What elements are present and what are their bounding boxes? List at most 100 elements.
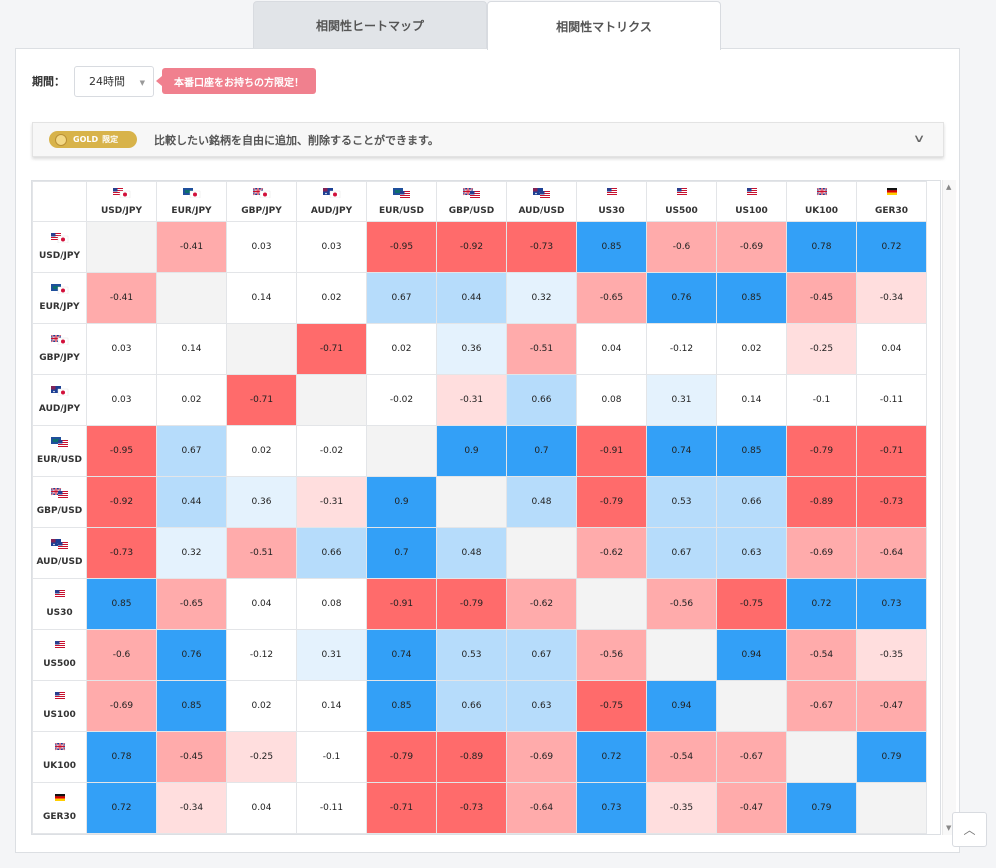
- correlation-cell: -0.79: [576, 476, 647, 528]
- column-header-label: USD/JPY: [100, 205, 142, 216]
- correlation-cell: 0.73: [576, 782, 647, 834]
- correlation-cell: 0.72: [786, 578, 857, 630]
- column-header-us30: US30: [576, 181, 647, 222]
- correlation-cell: 0.66: [296, 527, 367, 579]
- gold-badge: GOLD 限定: [49, 131, 137, 148]
- correlation-cell: -0.73: [436, 782, 507, 834]
- flag-icon: [322, 187, 341, 199]
- column-header-ger30: GER30: [856, 181, 927, 222]
- correlation-cell: 0.31: [646, 374, 717, 426]
- correlation-cell: -0.92: [86, 476, 157, 528]
- flag-icon: [50, 539, 69, 550]
- correlation-cell: -0.71: [226, 374, 297, 426]
- correlation-cell: 0.31: [296, 629, 367, 681]
- correlation-cell: 0.67: [366, 272, 437, 324]
- correlation-cell: -0.6: [646, 221, 717, 273]
- correlation-cell: 0.53: [436, 629, 507, 681]
- correlation-cell: -0.41: [156, 221, 227, 273]
- correlation-cell: 0.76: [156, 629, 227, 681]
- correlation-cell: -0.34: [856, 272, 927, 324]
- correlation-cell: 0.67: [506, 629, 577, 681]
- correlation-cell: 0.02: [156, 374, 227, 426]
- correlation-cell: -0.56: [646, 578, 717, 630]
- correlation-cell: -0.25: [226, 731, 297, 783]
- correlation-cell: -0.62: [506, 578, 577, 630]
- row-header-label: EUR/JPY: [39, 302, 80, 312]
- matrix-scrollbar[interactable]: ▲ ▼: [942, 180, 956, 835]
- scroll-down-icon[interactable]: ▼: [946, 824, 952, 832]
- back-to-top-button[interactable]: ︿: [952, 812, 987, 847]
- correlation-cell: -0.73: [86, 527, 157, 579]
- flag-icon: [54, 590, 66, 601]
- gold-feature-bar[interactable]: GOLD 限定 比較したい銘柄を自由に追加、削除することができます。 ∨: [32, 122, 944, 157]
- flag-icon: [392, 187, 411, 199]
- tab-heatmap[interactable]: 相関性ヒートマップ: [253, 1, 487, 49]
- correlation-cell: 0.78: [86, 731, 157, 783]
- column-header-label: GER30: [875, 205, 908, 216]
- correlation-cell: [786, 731, 857, 783]
- correlation-cell: -0.71: [856, 425, 927, 477]
- table-row: US500 -0.6 0.76 -0.12 0.31 0.74 0.53 0.67 -0.56 0…: [32, 629, 927, 681]
- column-header-label: EUR/USD: [379, 205, 424, 216]
- correlation-cell: -0.89: [436, 731, 507, 783]
- row-header-usd-jpy: USD/JPY: [32, 221, 87, 273]
- correlation-cell: -0.79: [786, 425, 857, 477]
- correlation-cell: 0.32: [156, 527, 227, 579]
- correlation-cell: -0.47: [856, 680, 927, 732]
- correlation-cell: 0.14: [156, 323, 227, 375]
- correlation-cell: 0.03: [226, 221, 297, 273]
- scroll-up-icon[interactable]: ▲: [946, 183, 952, 191]
- flag-icon: [50, 488, 69, 499]
- column-header-aud-usd: AUD/USD: [506, 181, 577, 222]
- period-select[interactable]: 24時間 ▼: [74, 65, 154, 97]
- correlation-cell: -0.41: [86, 272, 157, 324]
- flag-icon: [50, 437, 69, 448]
- period-row: 期間： 24時間 ▼ 本番口座をお持ちの方限定！: [32, 65, 316, 97]
- correlation-cell: -0.45: [156, 731, 227, 783]
- row-header-label: AUD/USD: [36, 557, 83, 567]
- row-header-label: US30: [46, 608, 73, 618]
- row-header-eur-jpy: EUR/JPY: [32, 272, 87, 324]
- correlation-cell: [156, 272, 227, 324]
- column-header-label: US500: [665, 205, 698, 216]
- flag-icon: [112, 187, 131, 199]
- correlation-cell: 0.08: [576, 374, 647, 426]
- correlation-cell: -0.95: [366, 221, 437, 273]
- correlation-cell: -0.89: [786, 476, 857, 528]
- correlation-cell: -0.47: [716, 782, 787, 834]
- column-header-label: UK100: [804, 205, 839, 216]
- flag-icon: [606, 187, 618, 199]
- correlation-matrix: USD/JPY EUR/JPY GBP/JPY AUD/JPY EUR/USD GBP/U…: [31, 180, 941, 835]
- correlation-cell: -0.1: [786, 374, 857, 426]
- tab-matrix[interactable]: 相関性マトリクス: [487, 1, 721, 50]
- correlation-cell: -0.02: [296, 425, 367, 477]
- column-header-label: EUR/JPY: [171, 205, 212, 216]
- correlation-cell: -0.62: [576, 527, 647, 579]
- period-select-value: 24時間: [89, 75, 125, 88]
- correlation-cell: [86, 221, 157, 273]
- table-row: AUD/JPY 0.03 0.02 -0.71 -0.02 -0.31 0.66 0.08 0.…: [32, 374, 927, 426]
- correlation-cell: 0.04: [226, 782, 297, 834]
- column-header-label: GBP/USD: [448, 205, 495, 216]
- correlation-cell: -0.67: [786, 680, 857, 732]
- correlation-cell: 0.85: [366, 680, 437, 732]
- column-header-gbp-jpy: GBP/JPY: [226, 181, 297, 222]
- row-header-label: AUD/JPY: [38, 404, 81, 414]
- correlation-cell: 0.02: [226, 425, 297, 477]
- row-header-label: USD/JPY: [38, 251, 80, 261]
- expand-chevron-icon[interactable]: ∨: [912, 132, 926, 145]
- row-header-label: US500: [43, 659, 76, 669]
- column-header-usd-jpy: USD/JPY: [86, 181, 157, 222]
- correlation-cell: 0.9: [436, 425, 507, 477]
- row-header-label: EUR/USD: [37, 455, 82, 465]
- correlation-cell: 0.48: [436, 527, 507, 579]
- column-header-us500: US500: [646, 181, 717, 222]
- gold-badge-suffix: 限定: [102, 135, 119, 144]
- flag-icon: [50, 335, 69, 346]
- matrix-corner: [32, 181, 87, 222]
- row-header-label: GER30: [43, 812, 76, 822]
- correlation-cell: 0.73: [856, 578, 927, 630]
- table-row: AUD/USD -0.73 0.32 -0.51 0.66 0.7 0.48 -0.62 0.6…: [32, 527, 927, 579]
- flag-icon: [886, 187, 898, 199]
- correlation-cell: 0.7: [506, 425, 577, 477]
